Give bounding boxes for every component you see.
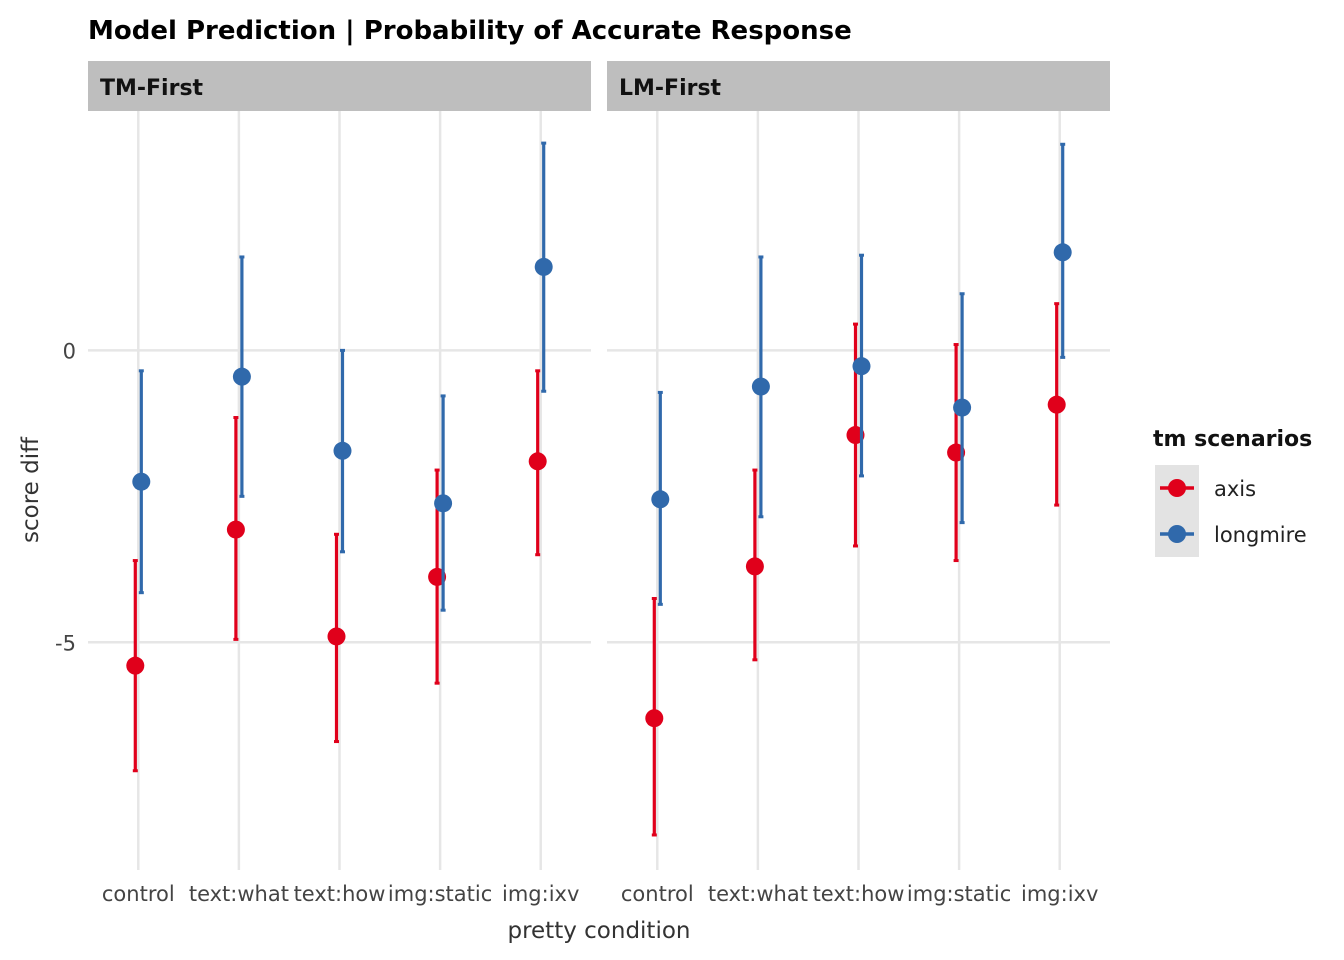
data-point	[327, 627, 346, 646]
facet-strip	[88, 61, 591, 111]
data-point	[333, 441, 352, 460]
data-point	[751, 377, 770, 396]
series-longmire	[651, 142, 1072, 606]
data-point	[852, 357, 871, 376]
data-point	[132, 472, 151, 491]
x-tick-label: text:how	[813, 882, 905, 906]
data-point	[226, 520, 245, 539]
y-axis-ticks: 0 -5	[55, 339, 76, 655]
y-axis-title: score diff	[18, 436, 44, 543]
x-tick-label: control	[621, 882, 694, 906]
data-point	[126, 656, 145, 675]
data-point	[1053, 243, 1072, 262]
panel-0: TM-First control text:what text:how img:stat…	[88, 61, 591, 906]
series-longmire	[132, 141, 553, 612]
data-point	[232, 367, 251, 386]
x-tick-label: text:what	[708, 882, 808, 906]
legend: tm scenarios axis longmire	[1153, 427, 1312, 557]
data-point	[434, 494, 453, 513]
data-point	[1047, 395, 1066, 414]
y-tick-label: -5	[55, 631, 76, 655]
x-tick-label: img:static	[388, 882, 492, 906]
x-tick-label: text:how	[294, 882, 386, 906]
x-tick-label: img:ixv	[1021, 882, 1098, 906]
legend-item-axis: axis	[1155, 465, 1256, 511]
chart-title: Model Prediction | Probability of Accura…	[88, 16, 852, 46]
x-axis-title: pretty condition	[507, 918, 690, 944]
x-tick-label: control	[102, 882, 175, 906]
x-tick-label: text:what	[189, 882, 289, 906]
data-point	[534, 257, 553, 276]
legend-key-point	[1168, 525, 1186, 543]
data-point	[953, 398, 972, 417]
series-axis	[126, 369, 547, 773]
legend-key-point	[1168, 479, 1186, 497]
facet-strip	[607, 61, 1110, 111]
facet-strip-label: TM-First	[100, 76, 204, 101]
series-axis	[645, 302, 1066, 837]
facet-strip-label: LM-First	[619, 76, 722, 101]
legend-label: axis	[1214, 477, 1256, 501]
x-tick-label: img:static	[907, 882, 1011, 906]
data-point	[651, 490, 670, 509]
data-point	[645, 709, 664, 728]
panel-1: LM-First control text:what text:how img:stat…	[607, 61, 1110, 906]
x-tick-label: img:ixv	[502, 882, 579, 906]
legend-item-longmire: longmire	[1155, 511, 1307, 557]
y-tick-label: 0	[63, 339, 76, 363]
legend-label: longmire	[1214, 523, 1307, 547]
data-point	[528, 452, 547, 471]
legend-title: tm scenarios	[1153, 427, 1312, 452]
data-point	[745, 557, 764, 576]
